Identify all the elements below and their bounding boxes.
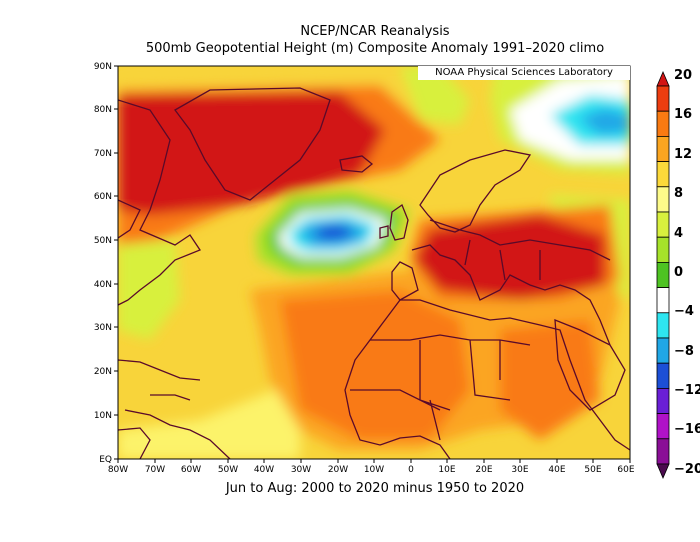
lon-label: 30E: [511, 465, 528, 475]
lon-label: 0: [408, 465, 414, 475]
lon-label: 20E: [475, 465, 492, 475]
coastlines: [118, 87, 630, 459]
lat-label: 90N: [94, 62, 112, 72]
lat-label: 50N: [94, 236, 112, 246]
colorbar-segment: [656, 236, 670, 263]
lon-label: 10E: [438, 465, 455, 475]
anomaly-field: [118, 66, 630, 459]
colorbar-tick: 20: [674, 68, 692, 83]
map-caption: Jun to Aug: 2000 to 2020 minus 1950 to 2…: [225, 481, 525, 496]
colorbar-arrow-top: [656, 70, 670, 87]
lat-label: 20N: [94, 367, 112, 377]
lat-label: 40N: [94, 280, 112, 290]
colorbar-tick: 4: [674, 226, 683, 241]
colorbar-segment: [656, 337, 670, 364]
lat-ticks: 90N 80N 70N 60N 50N 40N 30N 20N 10N EQ: [94, 62, 118, 465]
lon-label: 70W: [145, 465, 165, 475]
colorbar-segment: [656, 135, 670, 162]
lon-label: 10W: [364, 465, 384, 475]
credit-label: NOAA Physical Sciences Laboratory: [418, 66, 630, 80]
colorbar-tick: −16: [674, 422, 700, 437]
colorbar-tick: 12: [674, 147, 692, 162]
lon-label: 30W: [291, 465, 311, 475]
colorbar-segment: [656, 186, 670, 213]
colorbar-segment: [656, 211, 670, 238]
colorbar-tick: −8: [674, 344, 694, 359]
lon-label: 80W: [108, 465, 128, 475]
colorbar-tick: 8: [674, 186, 683, 201]
lat-label: EQ: [99, 455, 112, 465]
colorbar-ticks: 20 16 12 8 4 0 −4 −8 −12 −16 −20: [674, 68, 700, 477]
colorbar-tick: 0: [674, 265, 683, 280]
lon-label: 40E: [548, 465, 565, 475]
colorbar-arrow-bottom: [656, 463, 670, 480]
lon-label: 60W: [181, 465, 201, 475]
lat-label: 80N: [94, 105, 112, 115]
lon-label: 60E: [617, 465, 634, 475]
colorbar-segment: [656, 110, 670, 137]
colorbar-segment: [656, 438, 670, 465]
lat-label: 70N: [94, 149, 112, 159]
lat-label: 10N: [94, 411, 112, 421]
colorbar-segment: [656, 413, 670, 440]
colorbar-tick: −12: [674, 383, 700, 398]
map-subtitle: 500mb Geopotential Height (m) Composite …: [145, 41, 605, 56]
colorbar: [656, 70, 670, 480]
colorbar-tick: −20: [674, 462, 700, 477]
colorbar-segment: [656, 362, 670, 389]
map-title: NCEP/NCAR Reanalysis: [300, 24, 450, 39]
colorbar-tick: −4: [674, 304, 694, 319]
colorbar-segment: [656, 287, 670, 314]
lon-label: 20W: [328, 465, 348, 475]
colorbar-segment: [656, 312, 670, 339]
lon-label: 40W: [254, 465, 274, 475]
colorbar-tick: 16: [674, 107, 692, 122]
colorbar-segment: [656, 387, 670, 414]
lon-ticks: 80W 70W 60W 50W 40W 30W 20W 10W 0 10E 20…: [108, 459, 635, 475]
lat-label: 30N: [94, 323, 112, 333]
lat-label: 60N: [94, 192, 112, 202]
colorbar-segment: [656, 261, 670, 288]
lon-label: 50W: [218, 465, 238, 475]
colorbar-segment: [656, 85, 670, 112]
lon-label: 50E: [584, 465, 601, 475]
colorbar-segment: [656, 161, 670, 188]
